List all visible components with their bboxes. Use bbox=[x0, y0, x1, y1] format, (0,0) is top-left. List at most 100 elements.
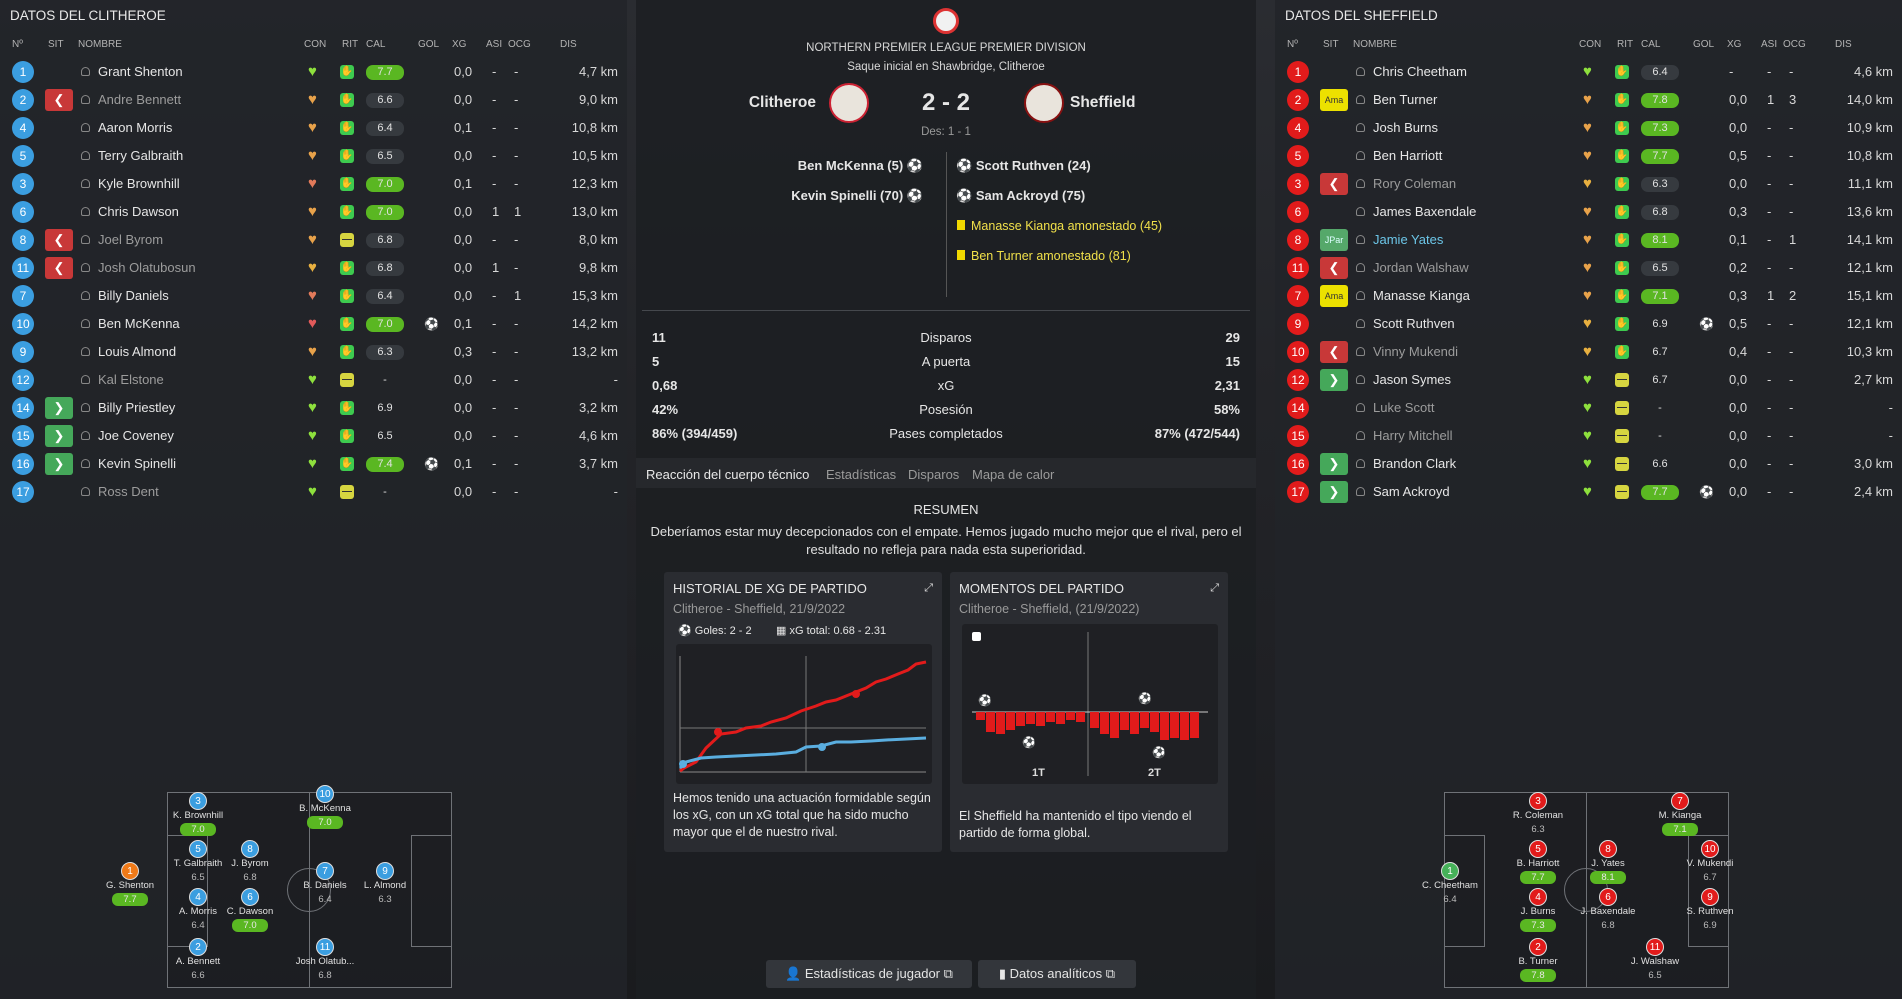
player-name[interactable]: Kal Elstone bbox=[98, 372, 164, 387]
pitch-player[interactable]: 8 J. Byrom 6.8 bbox=[210, 840, 290, 884]
player-name[interactable]: Rory Coleman bbox=[1373, 176, 1457, 191]
table-row[interactable]: 11 ❮. Josh Olatubosun ♥ ✋ 6.8 0,0 1- 9,8 km bbox=[0, 254, 627, 282]
player-name[interactable]: Ross Dent bbox=[98, 484, 159, 499]
player-name[interactable]: Terry Galbraith bbox=[98, 148, 184, 163]
player-name[interactable]: Scott Ruthven bbox=[1373, 316, 1455, 331]
tab-2[interactable]: Disparos bbox=[908, 467, 960, 482]
column-header[interactable]: DIS bbox=[560, 39, 577, 50]
pitch-player[interactable]: 10 B. McKenna 7.0 bbox=[285, 785, 365, 829]
table-row[interactable]: 4. Aaron Morris ♥ ✋ 6.4 0,1 - - 10,8 km bbox=[0, 114, 627, 142]
player-name[interactable]: Louis Almond bbox=[98, 344, 177, 359]
away-team-name[interactable]: Sheffield bbox=[1070, 94, 1136, 111]
pitch-player[interactable]: 7 M. Kianga 7.1 bbox=[1640, 792, 1720, 836]
pitch-player[interactable]: 2 B. Turner 7.8 bbox=[1498, 938, 1578, 982]
pitch-player[interactable]: 1 C. Cheetham 6.4 bbox=[1410, 862, 1490, 906]
column-header[interactable]: CAL bbox=[1641, 39, 1661, 50]
analytics-button[interactable]: ▮ Datos analíticos ⧉ bbox=[978, 960, 1136, 988]
tab-1[interactable]: Estadísticas bbox=[826, 467, 897, 482]
player-name[interactable]: Chris Cheetham bbox=[1373, 64, 1467, 79]
expand-icon[interactable]: ⤢ bbox=[924, 582, 933, 594]
player-name[interactable]: Aaron Morris bbox=[98, 120, 173, 135]
column-header[interactable]: CON bbox=[1579, 39, 1602, 50]
player-name[interactable]: Harry Mitchell bbox=[1373, 428, 1453, 443]
table-row[interactable]: 10. Ben McKenna ♥ ✋ 7.0 ⚽ 0,1 - - 14,2 km bbox=[0, 310, 627, 338]
player-name[interactable]: Billy Daniels bbox=[98, 288, 169, 303]
player-name[interactable]: Joe Coveney bbox=[98, 428, 174, 443]
column-header[interactable]: NOMBRE bbox=[1353, 39, 1397, 50]
tab-0[interactable]: Reacción del cuerpo técnico bbox=[646, 467, 810, 482]
player-name[interactable]: Ben Harriott bbox=[1373, 148, 1443, 163]
pitch-player[interactable]: 1 G. Shenton 7.7 bbox=[90, 862, 170, 906]
table-row[interactable]: 8 JPar. Jamie Yates ♥ ✋ 8.1 0,1 - 1 14,1 km bbox=[1275, 226, 1902, 254]
player-name[interactable]: Ben Turner bbox=[1373, 92, 1438, 107]
table-row[interactable]: 6. Chris Dawson ♥ ✋ 7.0 0,0 11 13,0 km bbox=[0, 198, 627, 226]
match-moments-card[interactable]: MOMENTOS DEL PARTIDO ⤢ Clitheroe - Sheff… bbox=[950, 572, 1228, 852]
pitch-player[interactable]: 5 T. Galbraith 6.5 bbox=[158, 840, 238, 884]
pitch-player[interactable]: 9 S. Ruthven 6.9 bbox=[1670, 888, 1750, 932]
table-row[interactable]: 16 ❯. Brandon Clark ♥ — 6.6 0,0 - - 3,0 km bbox=[1275, 450, 1902, 478]
player-name[interactable]: Jamie Yates bbox=[1373, 232, 1444, 247]
table-row[interactable]: 15. Harry Mitchell ♥ — - 0,0 - - - bbox=[1275, 422, 1902, 450]
home-team-name[interactable]: Clitheroe bbox=[748, 94, 816, 111]
player-name[interactable]: Billy Priestley bbox=[98, 400, 176, 415]
table-row[interactable]: 7. Billy Daniels ♥ ✋ 6.4 0,0 - 1 15,3 km bbox=[0, 282, 627, 310]
column-header[interactable]: XG bbox=[452, 39, 467, 50]
table-row[interactable]: 15 ❯. Joe Coveney ♥ ✋ 6.5 0,0 - - 4,6 km bbox=[0, 422, 627, 450]
pitch-player[interactable]: 4 J. Burns 7.3 bbox=[1498, 888, 1578, 932]
table-row[interactable]: 10 ❮. Vinny Mukendi ♥ ✋ 6.7 0,4 - - 10,3 km bbox=[1275, 338, 1902, 366]
table-row[interactable]: 3 ❮. Rory Coleman ♥ ✋ 6.3 0,0 - - 11,1 km bbox=[1275, 170, 1902, 198]
table-row[interactable]: 4. Josh Burns ♥ ✋ 7.3 0,0 - - 10,9 km bbox=[1275, 114, 1902, 142]
pitch-player[interactable]: 3 K. Brownhill 7.0 bbox=[158, 792, 238, 836]
pitch-player[interactable]: 7 B. Daniels 6.4 bbox=[285, 862, 365, 906]
pitch-player[interactable]: 8 J. Yates 8.1 bbox=[1568, 840, 1648, 884]
expand-icon[interactable]: ⤢ bbox=[1210, 582, 1219, 594]
pitch-player[interactable]: 10 V. Mukendi 6.7 bbox=[1670, 840, 1750, 884]
pitch-player[interactable]: 5 B. Harriott 7.7 bbox=[1498, 840, 1578, 884]
table-row[interactable]: 7 Ama. Manasse Kianga ♥ ✋ 7.1 0,3 12 15,1 km bbox=[1275, 282, 1902, 310]
table-row[interactable]: 2 ❮. Andre Bennett ♥ ✋ 6.6 0,0 - - 9,0 km bbox=[0, 86, 627, 114]
player-stats-button[interactable]: 👤 Estadísticas de jugador ⧉ bbox=[766, 960, 972, 988]
column-header[interactable]: DIS bbox=[1835, 39, 1852, 50]
table-row[interactable]: 16 ❯. Kevin Spinelli ♥ ✋ 7.4 ⚽ 0,1 - - 3,7 km bbox=[0, 450, 627, 478]
table-row[interactable]: 3. Kyle Brownhill ♥ ✋ 7.0 0,1 - - 12,3 km bbox=[0, 170, 627, 198]
table-row[interactable]: 14. Luke Scott ♥ — - 0,0 - - - bbox=[1275, 394, 1902, 422]
table-row[interactable]: 1. Grant Shenton ♥ ✋ 7.7 0,0 - - 4,7 km bbox=[0, 58, 627, 86]
table-row[interactable]: 12 ❯. Jason Symes ♥ — 6.7 0,0 - - 2,7 km bbox=[1275, 366, 1902, 394]
column-header[interactable]: Nº bbox=[12, 39, 23, 50]
column-header[interactable]: SIT bbox=[1323, 39, 1339, 50]
table-row[interactable]: 2 Ama. Ben Turner ♥ ✋ 7.8 0,0 13 14,0 km bbox=[1275, 86, 1902, 114]
player-name[interactable]: Brandon Clark bbox=[1373, 456, 1457, 471]
player-name[interactable]: Manasse Kianga bbox=[1373, 288, 1470, 303]
table-row[interactable]: 1. Chris Cheetham ♥ ✋ 6.4 - - - 4,6 km bbox=[1275, 58, 1902, 86]
player-name[interactable]: Andre Bennett bbox=[98, 92, 182, 107]
column-header[interactable]: NOMBRE bbox=[78, 39, 122, 50]
player-name[interactable]: Josh Burns bbox=[1373, 120, 1439, 135]
table-row[interactable]: 17 ❯. Sam Ackroyd ♥ — 7.7 ⚽ 0,0 - - 2,4 km bbox=[1275, 478, 1902, 506]
column-header[interactable]: OCG bbox=[1783, 39, 1806, 50]
player-name[interactable]: Jason Symes bbox=[1373, 372, 1452, 387]
player-name[interactable]: Vinny Mukendi bbox=[1373, 344, 1459, 359]
table-row[interactable]: 9. Scott Ruthven ♥ ✋ 6.9 ⚽ 0,5 - - 12,1 km bbox=[1275, 310, 1902, 338]
pitch-player[interactable]: 9 L. Almond 6.3 bbox=[345, 862, 425, 906]
table-row[interactable]: 14 ❯. Billy Priestley ♥ ✋ 6.9 0,0 - - 3,2 km bbox=[0, 394, 627, 422]
pitch-player[interactable]: 4 A. Morris 6.4 bbox=[158, 888, 238, 932]
table-row[interactable]: 11 ❮. Jordan Walshaw ♥ ✋ 6.5 0,2 - - 12,1 km bbox=[1275, 254, 1902, 282]
column-header[interactable]: SIT bbox=[48, 39, 64, 50]
player-name[interactable]: Chris Dawson bbox=[98, 204, 179, 219]
table-row[interactable]: 8 ❮. Joel Byrom ♥ — 6.8 0,0 - - 8,0 km bbox=[0, 226, 627, 254]
column-header[interactable]: GOL bbox=[418, 39, 440, 50]
pitch-player[interactable]: 3 R. Coleman 6.3 bbox=[1498, 792, 1578, 836]
column-header[interactable]: RIT bbox=[1617, 39, 1634, 50]
column-header[interactable]: XG bbox=[1727, 39, 1742, 50]
player-name[interactable]: Kyle Brownhill bbox=[98, 176, 180, 191]
column-header[interactable]: CAL bbox=[366, 39, 386, 50]
tab-3[interactable]: Mapa de calor bbox=[972, 467, 1055, 482]
player-name[interactable]: Grant Shenton bbox=[98, 64, 183, 79]
column-header[interactable]: OCG bbox=[508, 39, 531, 50]
player-name[interactable]: Ben McKenna bbox=[98, 316, 180, 331]
table-row[interactable]: 6. James Baxendale ♥ ✋ 6.8 0,3 - - 13,6 km bbox=[1275, 198, 1902, 226]
table-row[interactable]: 12. Kal Elstone ♥ — - 0,0 - - - bbox=[0, 366, 627, 394]
player-name[interactable]: Luke Scott bbox=[1373, 400, 1435, 415]
column-header[interactable]: CON bbox=[304, 39, 327, 50]
pitch-player[interactable]: 11 J. Walshaw 6.5 bbox=[1615, 938, 1695, 982]
